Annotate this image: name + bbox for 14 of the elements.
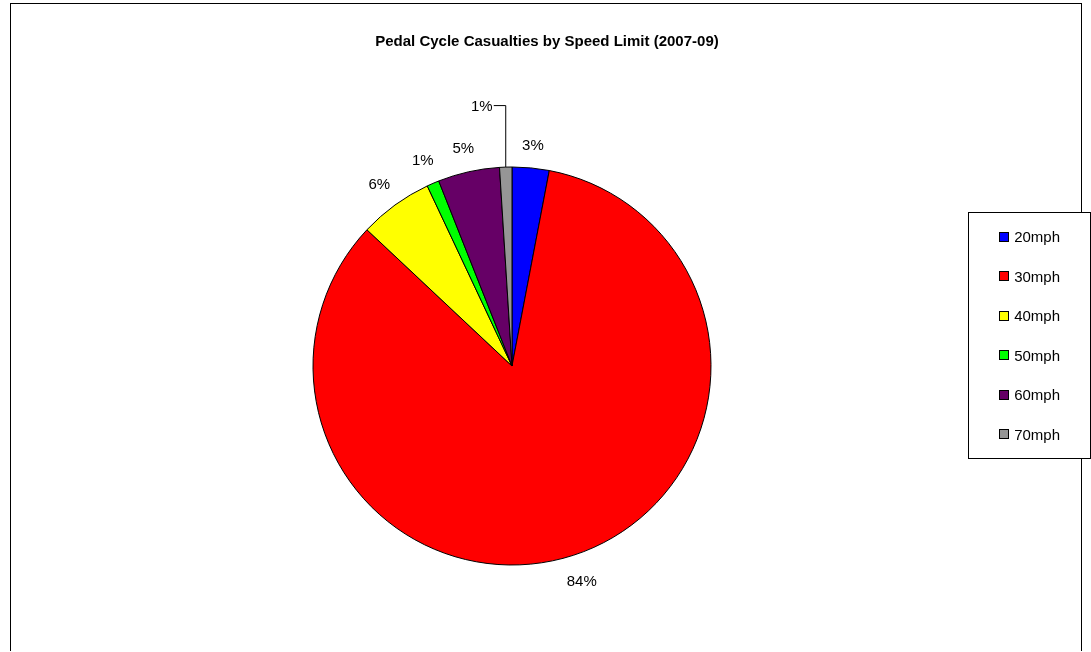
legend-label: 40mph: [1014, 307, 1060, 325]
data-label: 1%: [411, 151, 434, 169]
legend-label: 70mph: [1014, 425, 1060, 443]
legend-label: 60mph: [1014, 386, 1060, 404]
data-label: 6%: [368, 174, 391, 192]
legend-label: 30mph: [1014, 267, 1060, 285]
chart-title: Pedal Cycle Casualties by Speed Limit (2007-09): [374, 32, 720, 49]
data-label: 3%: [522, 136, 544, 154]
data-label: 1%: [470, 97, 493, 115]
pie-slice: [312, 170, 712, 566]
legend-label: 20mph: [1014, 228, 1060, 246]
legend-label: 50mph: [1014, 346, 1060, 364]
data-label: 5%: [452, 139, 475, 157]
data-label: 84%: [566, 572, 597, 590]
